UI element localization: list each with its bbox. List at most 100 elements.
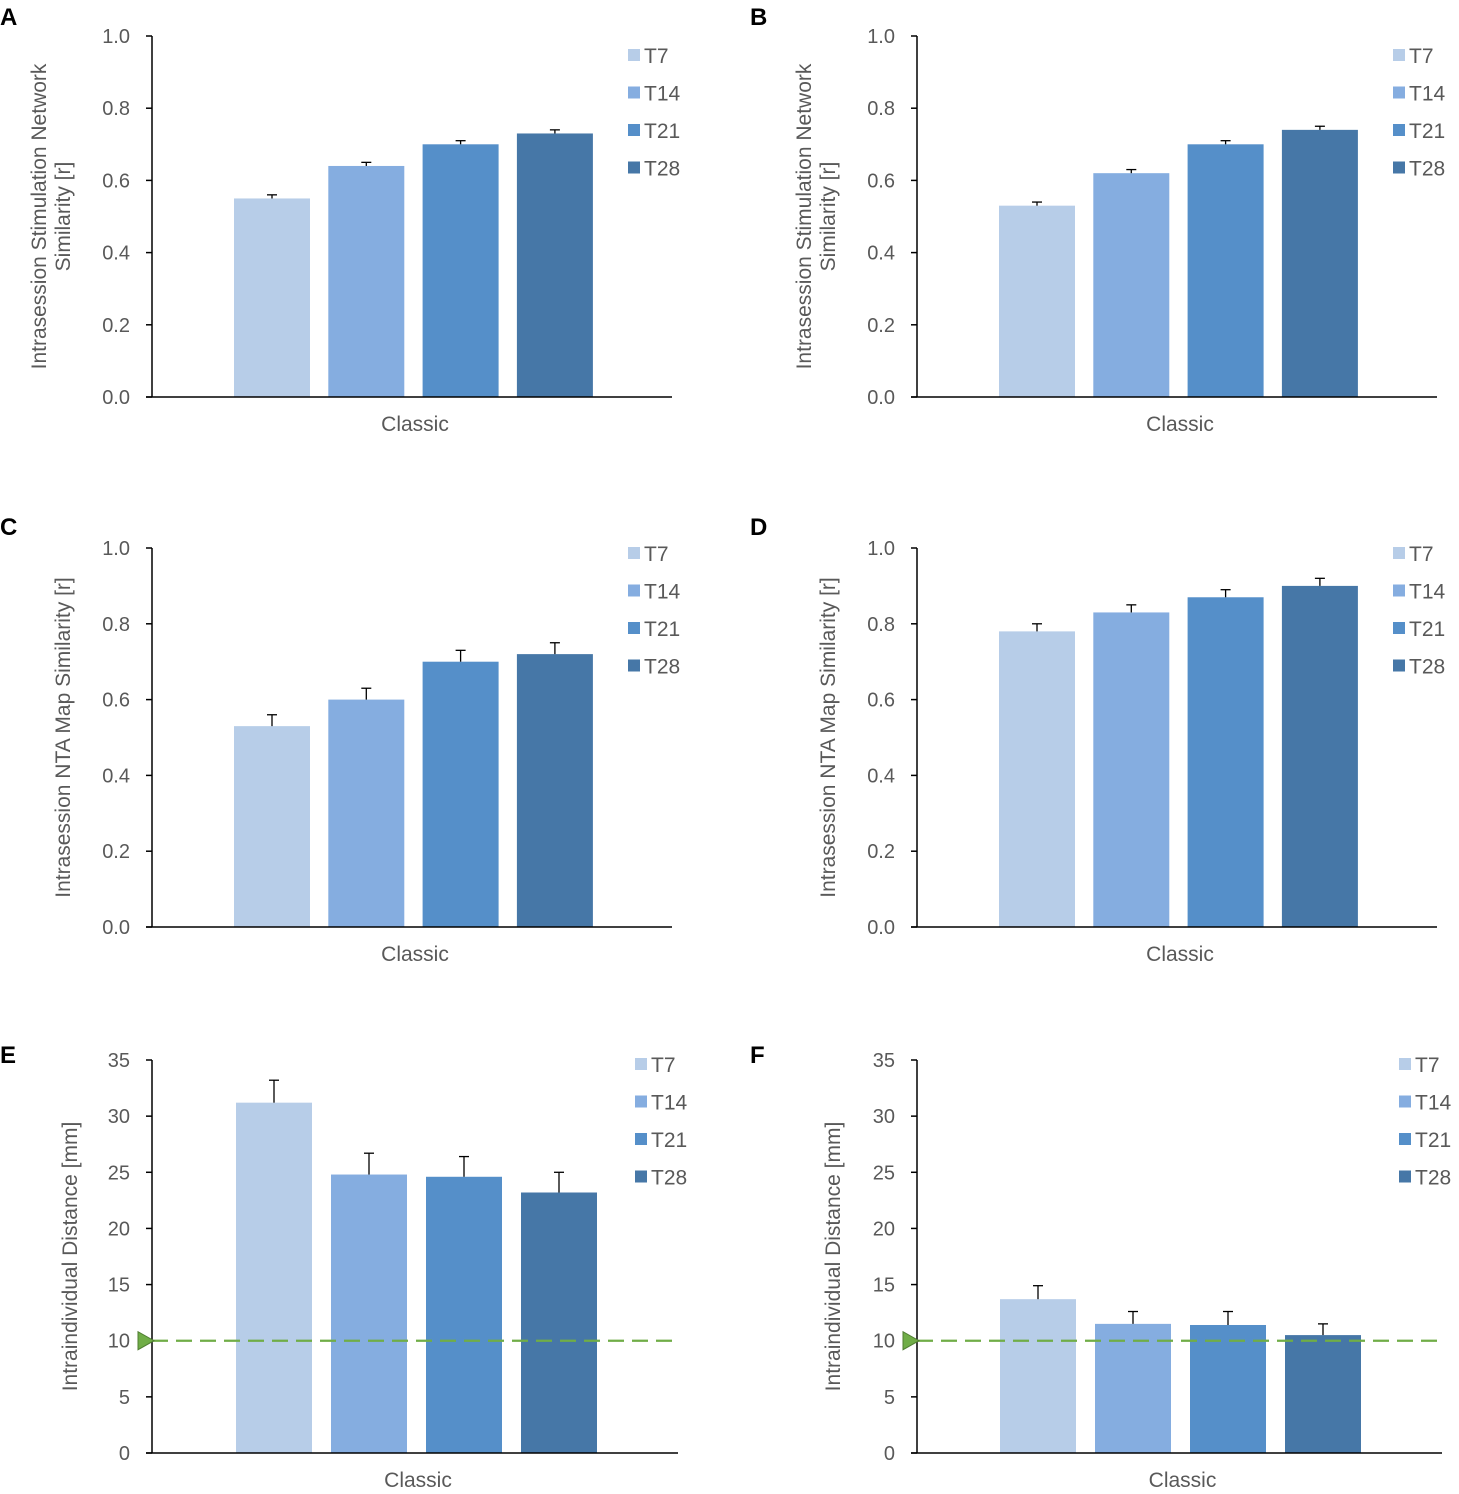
bar-t28 — [1281, 129, 1358, 398]
bar-t7 — [234, 726, 310, 927]
bar-t28 — [516, 654, 593, 927]
x-axis-label: Classic — [381, 413, 449, 436]
legend-swatch-t21 — [635, 1133, 647, 1145]
y-tick-label: 20 — [873, 1218, 895, 1240]
bar-t14 — [331, 1174, 407, 1453]
bar-t28 — [1285, 1335, 1361, 1453]
legend-label-t7: T7 — [1409, 45, 1434, 68]
bar-t14 — [328, 699, 405, 927]
legend-label-t21: T21 — [1409, 618, 1445, 641]
legend-label-t14: T14 — [644, 83, 681, 106]
legend-swatch-t14 — [1399, 1095, 1411, 1108]
y-tick-label: 20 — [108, 1218, 130, 1240]
y-tick-label: 1.0 — [867, 538, 895, 560]
y-tick-label: 0.2 — [867, 315, 895, 337]
legend-swatch-t21 — [628, 124, 640, 136]
legend-swatch-t7 — [635, 1058, 647, 1070]
y-axis-label: Intrasession NTA Map Similarity [r] — [817, 577, 840, 898]
legend-label-t28: T28 — [1415, 1167, 1451, 1190]
legend-swatch-t28 — [1393, 161, 1405, 174]
legend-label-t21: T21 — [644, 618, 680, 641]
panel-E: E 0 5 10 15 20 25 30 35 Classic Intraindividual Di… — [0, 1042, 688, 1492]
legend-swatch-t28 — [1399, 1170, 1411, 1183]
legend-label-t28: T28 — [1409, 656, 1445, 679]
y-tick-label: 10 — [873, 1331, 895, 1353]
legend-swatch-t7 — [628, 547, 640, 559]
y-tick-label: 25 — [108, 1162, 130, 1184]
bar-t21 — [1187, 597, 1264, 927]
bar-t21 — [422, 144, 499, 397]
legend-swatch-t14 — [628, 584, 640, 597]
y-tick-label: 0.2 — [102, 315, 130, 337]
panel-A: A 0.0 0.2 0.4 0.6 0.8 1.0 Classic Intrasession S… — [0, 4, 681, 436]
legend-label-t28: T28 — [644, 158, 680, 181]
reference-marker-icon — [137, 1330, 156, 1351]
bar-t21 — [422, 661, 499, 927]
y-tick-label: 0.4 — [867, 243, 895, 265]
panel-label: F — [750, 1042, 765, 1069]
legend-swatch-t14 — [635, 1095, 647, 1108]
bar-t21 — [426, 1176, 502, 1453]
bar-t14 — [1093, 173, 1170, 397]
y-tick-label: 5 — [119, 1387, 130, 1409]
y-tick-label: 0.0 — [867, 917, 895, 939]
bar-t7 — [999, 205, 1075, 397]
y-tick-label: 0.4 — [102, 765, 130, 787]
legend-swatch-t28 — [628, 659, 640, 672]
y-tick-label: 0.0 — [102, 917, 130, 939]
y-tick-label: 1.0 — [867, 26, 895, 48]
x-axis-label: Classic — [1146, 413, 1214, 436]
legend-swatch-t28 — [628, 161, 640, 174]
legend-swatch-t7 — [628, 49, 640, 61]
y-tick-label: 15 — [108, 1275, 130, 1297]
x-axis-label: Classic — [1146, 943, 1214, 966]
legend-label-t21: T21 — [644, 120, 680, 143]
bar-t21 — [1190, 1324, 1266, 1453]
legend-label-t21: T21 — [651, 1129, 687, 1152]
y-tick-label: 0.8 — [102, 614, 130, 636]
x-axis-label: Classic — [384, 1469, 452, 1492]
legend-swatch-t21 — [628, 622, 640, 634]
legend-swatch-t28 — [635, 1170, 647, 1183]
y-tick-label: 0.6 — [102, 170, 130, 192]
legend-swatch-t14 — [1393, 86, 1405, 99]
y-tick-label: 0.4 — [867, 765, 895, 787]
y-axis-label: Intrasession NTA Map Similarity [r] — [52, 577, 75, 898]
y-tick-label: 0.2 — [867, 841, 895, 863]
bar-t14 — [1093, 612, 1170, 927]
bar-t14 — [328, 165, 405, 397]
legend-label-t14: T14 — [1415, 1092, 1452, 1115]
legend-label-t7: T7 — [1415, 1054, 1440, 1077]
y-tick-label: 0 — [884, 1443, 895, 1465]
reference-marker-icon — [902, 1330, 921, 1351]
x-axis-label: Classic — [381, 943, 449, 966]
y-tick-label: 0.8 — [867, 98, 895, 120]
bar-t14 — [1095, 1323, 1171, 1453]
legend-swatch-t14 — [1393, 584, 1405, 597]
legend-label-t14: T14 — [1409, 83, 1446, 106]
bar-t7 — [236, 1102, 312, 1453]
panel-label: D — [750, 514, 767, 541]
y-axis-label: Intrasession Stimulation Network — [793, 63, 816, 369]
y-tick-label: 0.2 — [102, 841, 130, 863]
y-tick-label: 0 — [119, 1443, 130, 1465]
bar-t7 — [999, 631, 1075, 927]
y-tick-label: 30 — [873, 1106, 895, 1128]
legend-swatch-t21 — [1399, 1133, 1411, 1145]
panel-C: C 0.0 0.2 0.4 0.6 0.8 1.0 Classic Intrasession N… — [0, 514, 681, 966]
legend-label-t7: T7 — [651, 1054, 676, 1077]
y-axis-label: Similarity [r] — [817, 162, 840, 272]
legend-swatch-t21 — [1393, 622, 1405, 634]
panel-F: F 0 5 10 15 20 25 30 35 Classic Intraindividual Di… — [750, 1042, 1452, 1492]
panel-B: B 0.0 0.2 0.4 0.6 0.8 1.0 Classic Intrasession S… — [750, 4, 1446, 436]
y-tick-label: 0.6 — [867, 170, 895, 192]
bar-t7 — [1000, 1299, 1076, 1453]
panel-label: E — [0, 1042, 16, 1069]
y-tick-label: 0.0 — [102, 387, 130, 409]
bar-t28 — [516, 133, 593, 397]
legend-label-t7: T7 — [644, 543, 669, 566]
y-tick-label: 0.4 — [102, 243, 130, 265]
bar-t7 — [234, 198, 310, 397]
y-tick-label: 0.0 — [867, 387, 895, 409]
